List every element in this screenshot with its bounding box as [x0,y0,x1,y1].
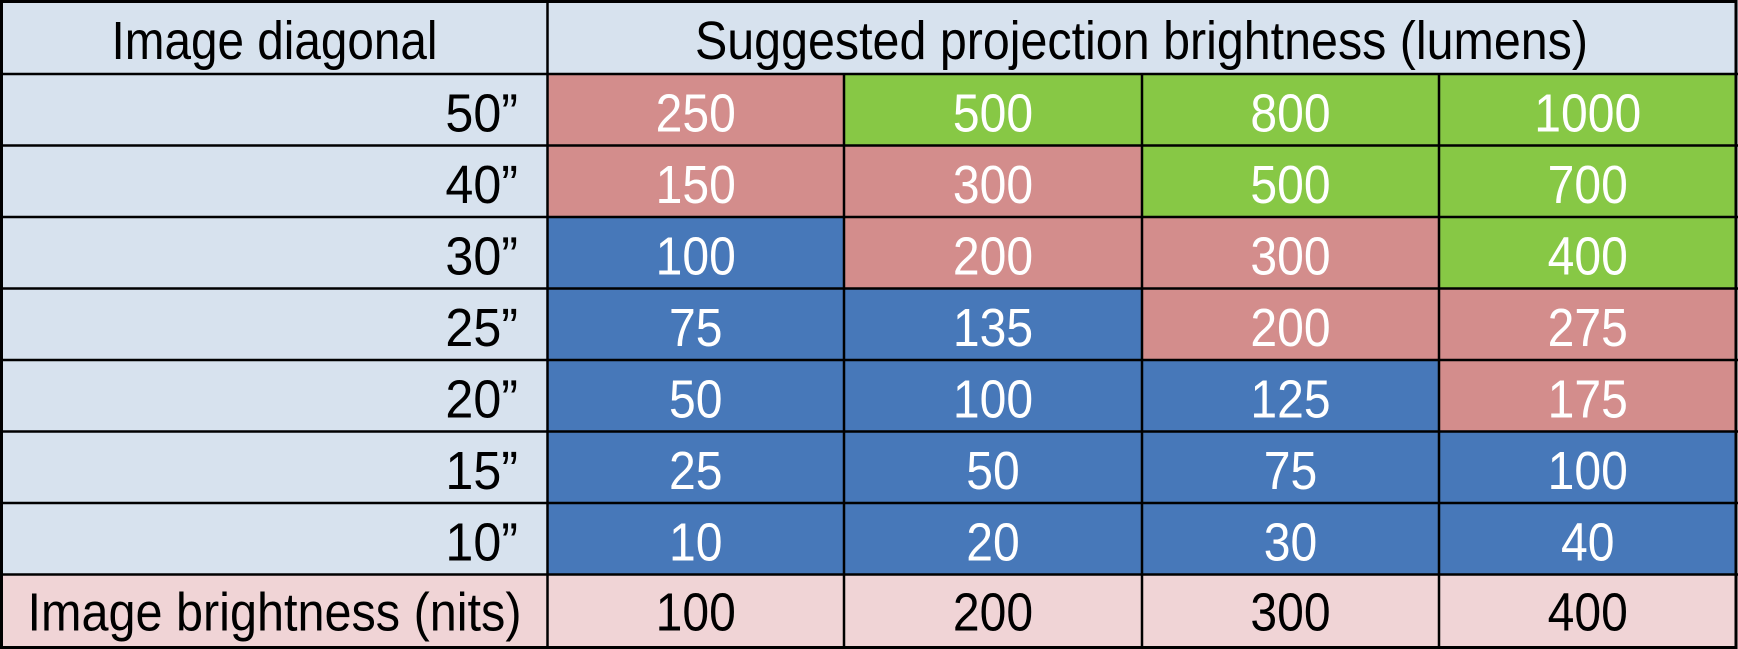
svg-text:250: 250 [656,84,736,144]
svg-text:150: 150 [656,155,736,215]
svg-text:25”: 25” [445,298,518,358]
svg-text:175: 175 [1548,370,1628,430]
svg-text:500: 500 [1250,155,1330,215]
svg-text:100: 100 [1548,441,1628,501]
svg-text:1000: 1000 [1534,84,1641,144]
svg-text:Image brightness (nits): Image brightness (nits) [28,583,522,643]
svg-text:300: 300 [1250,227,1330,287]
svg-text:50: 50 [669,370,723,430]
svg-text:40”: 40” [445,155,518,215]
svg-text:15”: 15” [445,441,518,501]
svg-text:400: 400 [1548,227,1628,287]
svg-text:500: 500 [953,84,1033,144]
svg-text:300: 300 [953,155,1033,215]
svg-text:10: 10 [669,513,723,573]
svg-text:Suggested projection brightnes: Suggested projection brightness (lumens) [695,11,1588,71]
svg-text:125: 125 [1250,370,1330,430]
svg-text:50”: 50” [445,84,518,144]
svg-text:40: 40 [1561,513,1615,573]
svg-text:25: 25 [669,441,723,501]
svg-text:700: 700 [1548,155,1628,215]
svg-text:Image diagonal: Image diagonal [112,11,438,71]
svg-text:200: 200 [953,583,1033,643]
svg-text:20: 20 [966,513,1020,573]
svg-text:100: 100 [656,583,736,643]
svg-text:135: 135 [953,298,1033,358]
svg-text:400: 400 [1548,583,1628,643]
svg-text:30”: 30” [445,227,518,287]
svg-text:100: 100 [656,227,736,287]
svg-text:800: 800 [1250,84,1330,144]
svg-text:30: 30 [1264,513,1318,573]
svg-text:300: 300 [1250,583,1330,643]
svg-text:50: 50 [966,441,1020,501]
svg-text:10”: 10” [445,513,518,573]
svg-text:75: 75 [1264,441,1318,501]
svg-text:200: 200 [953,227,1033,287]
svg-text:275: 275 [1548,298,1628,358]
svg-text:200: 200 [1250,298,1330,358]
svg-text:20”: 20” [445,370,518,430]
svg-text:75: 75 [669,298,723,358]
svg-text:100: 100 [953,370,1033,430]
